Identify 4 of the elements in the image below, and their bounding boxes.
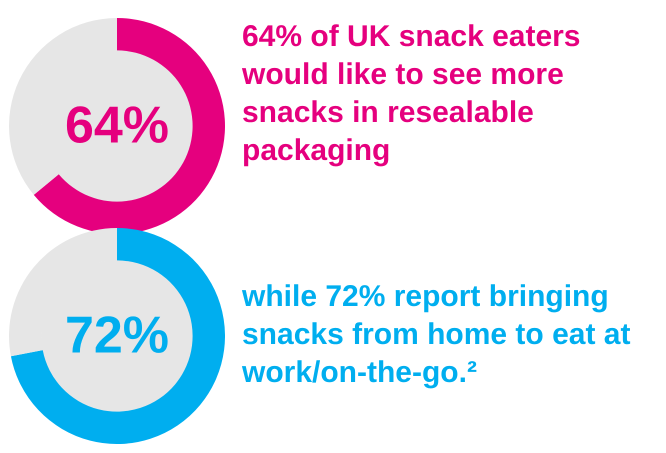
text: 64% of UK snack eaters would like to see more snacks in resealable packaging: [242, 19, 582, 169]
text: while 72% report bringing snacks from home to eat at work/on-the-go.²: [242, 279, 632, 391]
data-label: 72%: [64, 306, 170, 364]
data-label: 64%: [64, 96, 170, 154]
